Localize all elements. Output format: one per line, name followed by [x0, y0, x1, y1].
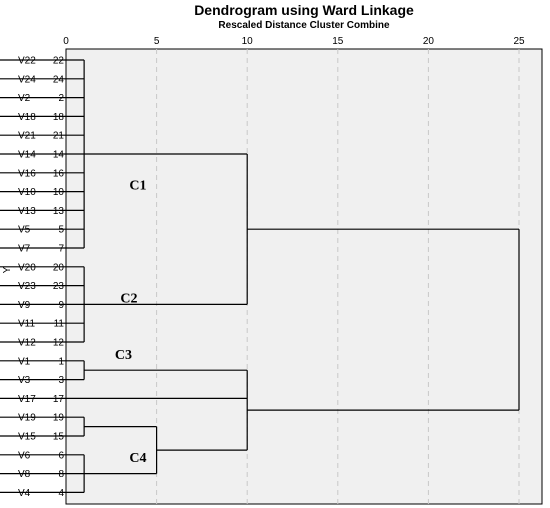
leaf-name-V6: V6 — [18, 450, 31, 461]
leaf-name-V21: V21 — [18, 131, 36, 142]
leaf-id-7: 7 — [58, 244, 64, 255]
leaf-id-14: 14 — [53, 150, 65, 161]
leaf-id-5: 5 — [58, 225, 64, 236]
leaf-id-10: 10 — [53, 187, 65, 198]
cluster-label-C4: C4 — [129, 451, 146, 466]
leaf-id-16: 16 — [53, 168, 65, 179]
leaf-id-1: 1 — [58, 356, 64, 367]
leaf-name-V5: V5 — [18, 225, 31, 236]
leaf-name-V15: V15 — [18, 432, 36, 443]
leaf-id-8: 8 — [58, 469, 64, 480]
x-tick-label-0: 0 — [63, 36, 69, 47]
leaf-id-18: 18 — [53, 112, 65, 123]
x-axis-ticks: 0 5 10 15 20 25 — [63, 36, 525, 47]
x-tick-label-15: 15 — [332, 36, 344, 47]
leaf-name-V2: V2 — [18, 93, 31, 104]
leaf-name-V20: V20 — [18, 262, 36, 273]
leaf-name-V17: V17 — [18, 394, 36, 405]
x-tick-label-20: 20 — [423, 36, 435, 47]
leaf-name-V7: V7 — [18, 244, 31, 255]
leaf-name-V10: V10 — [18, 187, 36, 198]
cluster-label-C1: C1 — [129, 179, 146, 194]
x-tick-label-5: 5 — [154, 36, 160, 47]
leaf-name-V3: V3 — [18, 375, 31, 386]
leaf-name-V24: V24 — [18, 74, 36, 85]
leaf-id-13: 13 — [53, 206, 65, 217]
leaf-id-11: 11 — [54, 319, 65, 330]
x-tick-label-25: 25 — [513, 36, 525, 47]
leaf-id-9: 9 — [58, 300, 64, 311]
leaf-id-23: 23 — [53, 281, 65, 292]
x-tick-label-10: 10 — [242, 36, 254, 47]
leaf-name-V16: V16 — [18, 168, 36, 179]
leaf-name-V22: V22 — [18, 56, 36, 67]
leaf-name-V8: V8 — [18, 469, 31, 480]
leaf-name-V4: V4 — [18, 488, 31, 499]
leaf-id-3: 3 — [58, 375, 64, 386]
leaf-id-17: 17 — [53, 394, 65, 405]
leaf-name-V14: V14 — [18, 150, 36, 161]
leaf-name-V9: V9 — [18, 300, 31, 311]
leaf-id-19: 19 — [53, 413, 65, 424]
leaf-id-20: 20 — [53, 262, 65, 273]
leaf-id-6: 6 — [58, 450, 64, 461]
leaf-name-V11: V11 — [18, 319, 35, 330]
y-axis-label: Y — [2, 266, 13, 273]
leaf-name-V12: V12 — [18, 338, 36, 349]
leaf-name-V23: V23 — [18, 281, 36, 292]
leaf-id-15: 15 — [53, 432, 65, 443]
chart-title: Dendrogram using Ward Linkage — [194, 2, 414, 18]
x-axis-label: Rescaled Distance Cluster Combine — [218, 20, 390, 31]
leaf-id-12: 12 — [53, 338, 65, 349]
leaf-id-24: 24 — [53, 74, 65, 85]
leaf-id-21: 21 — [53, 131, 65, 142]
cluster-label-C2: C2 — [120, 291, 137, 306]
leaf-name-V1: V1 — [18, 356, 31, 367]
cluster-label-C3: C3 — [115, 348, 132, 363]
leaf-id-22: 22 — [53, 56, 65, 67]
leaf-id-2: 2 — [58, 93, 64, 104]
plot-area — [65, 48, 543, 505]
leaf-name-V18: V18 — [18, 112, 36, 123]
dendrogram-links — [0, 59, 520, 493]
leaf-name-V13: V13 — [18, 206, 36, 217]
cluster-annotations: C1 C2 C3 C4 — [115, 179, 147, 467]
leaf-id-4: 4 — [58, 488, 64, 499]
leaf-name-V19: V19 — [18, 413, 36, 424]
